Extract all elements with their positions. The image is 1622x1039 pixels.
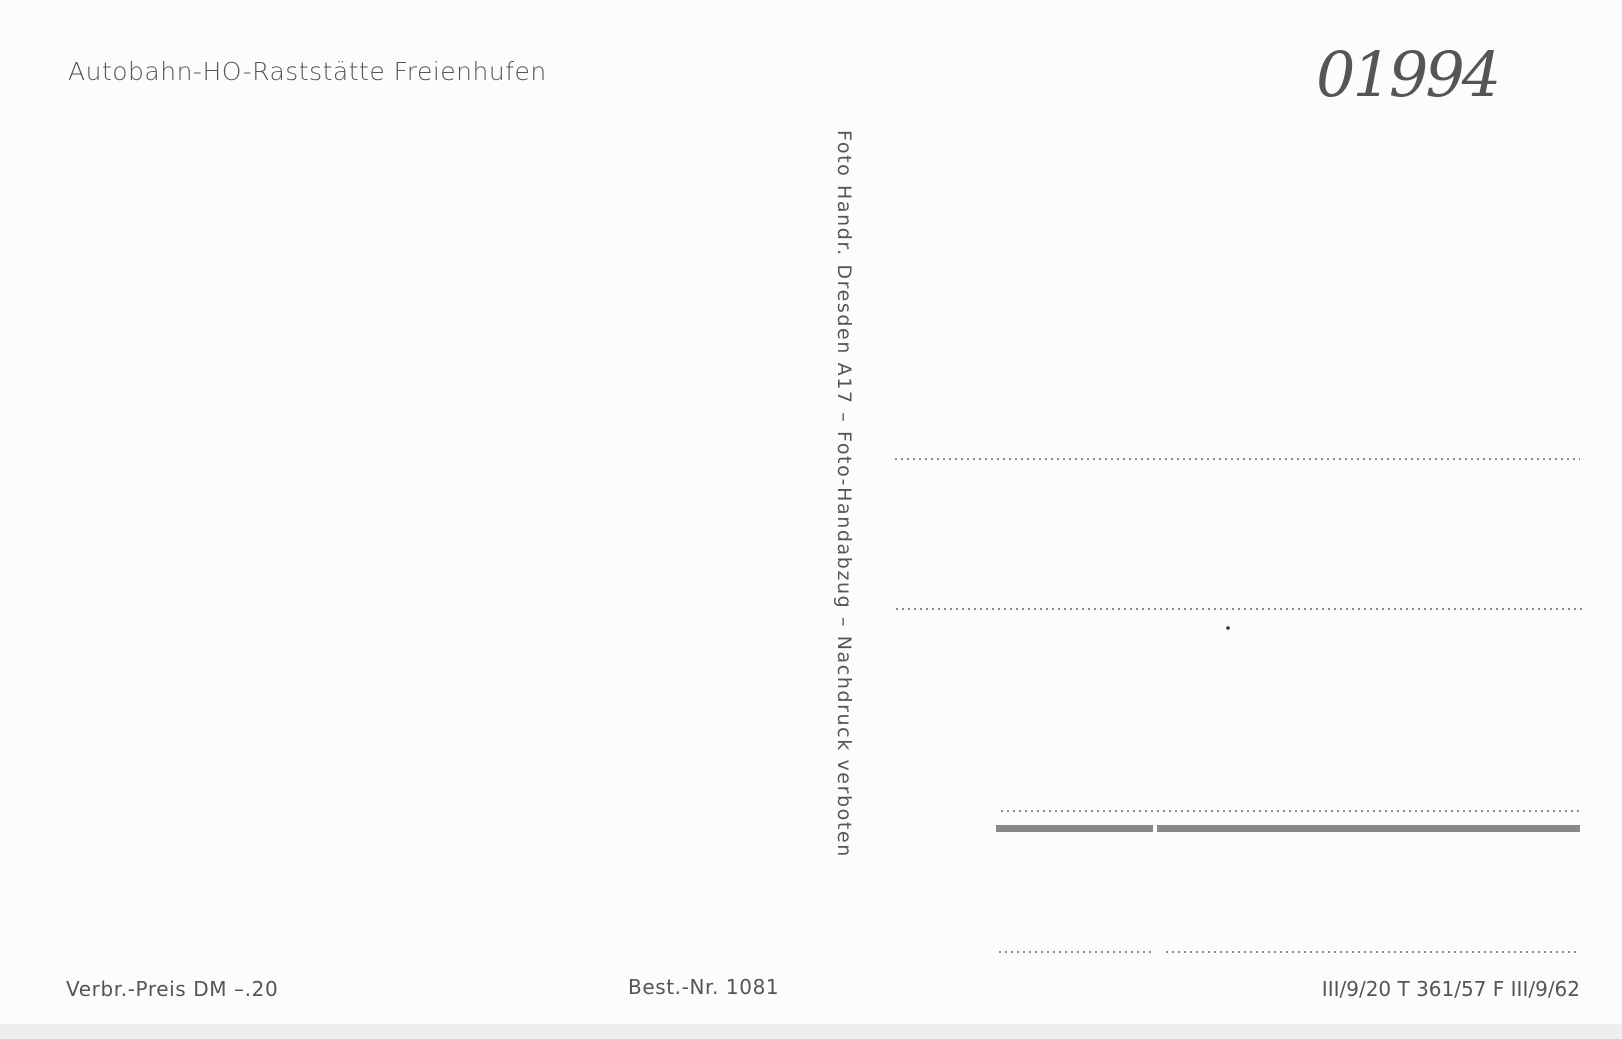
address-bar (996, 825, 1153, 832)
speck (1226, 626, 1230, 630)
card-edge (0, 1024, 1622, 1039)
handwritten-number: 01994 (1316, 38, 1498, 111)
order-number: Best.-Nr. 1081 (628, 975, 779, 999)
imprint-vertical: Foto Handr. Dresden A17 – Foto-Handabzug… (833, 130, 855, 858)
license: III/9/20 T 361/57 F III/9/62 (1322, 977, 1580, 1001)
address-bar (1157, 825, 1580, 832)
title: Autobahn-HO-Raststätte Freienhufen (68, 57, 547, 86)
price: Verbr.-Preis DM –.20 (66, 977, 278, 1001)
